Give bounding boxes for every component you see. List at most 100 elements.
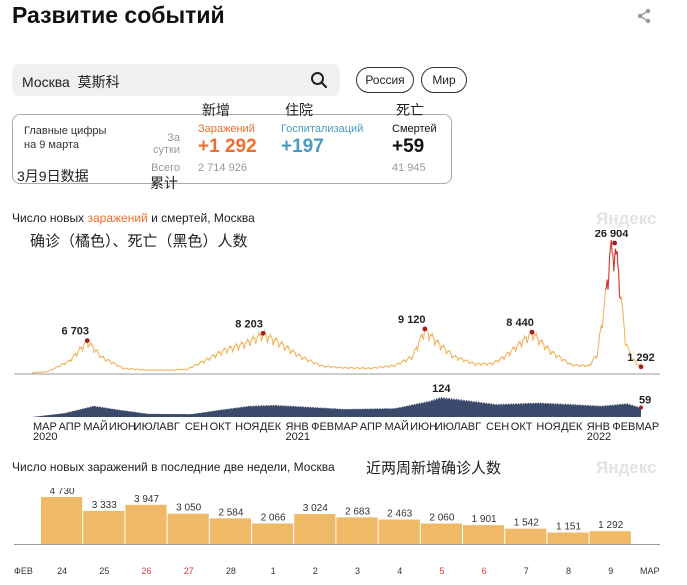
day-tick: 5 (439, 566, 444, 576)
column-note: 死亡 (396, 102, 424, 118)
russia-button[interactable]: Россия (356, 67, 414, 93)
month-tick: НОЯ (536, 421, 560, 433)
bar-value-label: 2 584 (218, 507, 243, 518)
world-button[interactable]: Мир (421, 67, 467, 93)
bar (336, 517, 378, 544)
bar (463, 525, 505, 544)
chart1-note: 确诊（橘色）、死亡（黑色）人数 (30, 233, 248, 250)
bar-value-label: 3 333 (92, 500, 117, 511)
column-note: 新增 (202, 102, 230, 118)
bar (252, 523, 294, 544)
summary-label: Главные цифры на 9 марта (24, 125, 107, 151)
day-tick: 4 (397, 566, 402, 576)
month-tick: ОКТ (511, 421, 533, 433)
month-tick: СЕН (486, 421, 509, 433)
day-tick: 8 (566, 566, 571, 576)
month-tick: ОКТ (210, 421, 232, 433)
bar (294, 513, 336, 544)
bar-value-label: 4 730 (50, 488, 75, 497)
bar-value-label: 3 050 (176, 503, 201, 514)
deaths-peak-label: 124 (432, 383, 451, 395)
peak-value-label: 8 440 (506, 317, 534, 329)
month-start-label: ФЕВ (14, 566, 33, 576)
bar-value-label: 1 151 (556, 522, 581, 533)
bar (589, 531, 631, 544)
search-icon[interactable] (310, 71, 328, 89)
month-tick: ДЕК (260, 421, 282, 433)
peak-marker (422, 326, 428, 332)
year-label: 2021 (286, 431, 310, 442)
month-tick: МАР (33, 421, 57, 433)
total-label: Всего (151, 162, 180, 174)
chart2-note: 近两周新增确诊人数 (366, 460, 502, 477)
share-icon[interactable] (636, 8, 652, 24)
bar (209, 518, 251, 544)
bar (125, 504, 167, 544)
summary-note: 3月9日数据 (17, 168, 89, 184)
deaths-current-label: 59 (639, 394, 651, 406)
day-tick: 26 (141, 566, 151, 576)
month-tick: НОЯ (235, 421, 259, 433)
column-note: 住院 (285, 102, 313, 118)
peak-value-label: 9 120 (398, 314, 426, 326)
column-total: 41 945 (392, 162, 426, 174)
chart1-title: Число новых заражений и смертей, Москва (12, 211, 255, 225)
bar (547, 532, 589, 544)
bar-value-label: 2 463 (387, 509, 412, 520)
bar (41, 497, 83, 544)
year-label: 2020 (33, 431, 57, 442)
month-tick: МАЙ (385, 420, 409, 433)
month-end-label: МАР (640, 566, 660, 576)
bar-value-label: 1 901 (472, 514, 497, 525)
month-tick: АВГ (159, 421, 180, 433)
month-tick: ФЕВ (612, 421, 635, 433)
month-tick: ИЮН (109, 421, 136, 433)
bar (83, 510, 125, 544)
search-input[interactable]: Москва 莫斯科 (22, 74, 120, 90)
day-tick: 25 (99, 566, 109, 576)
cases-line (31, 239, 642, 374)
day-tick: 24 (57, 566, 67, 576)
day-tick: 1 (271, 566, 276, 576)
deaths-area (32, 397, 641, 417)
peak-value-label: 6 703 (62, 326, 90, 338)
column-label: Заражений (198, 123, 255, 135)
month-tick: АПР (360, 421, 382, 433)
day-tick: 9 (608, 566, 613, 576)
month-tick: ФЕВ (311, 421, 334, 433)
day-tick: 7 (524, 566, 529, 576)
period-label: За сутки (153, 132, 180, 156)
search-note: 莫斯科 (77, 74, 120, 90)
month-tick: ДЕК (561, 421, 583, 433)
month-tick: ЯНВ (587, 421, 610, 433)
day-tick: 6 (482, 566, 487, 576)
day-tick: 3 (355, 566, 360, 576)
bar-value-label: 3 024 (303, 503, 328, 514)
day-tick: 27 (184, 566, 194, 576)
month-tick: ИЮН (410, 421, 437, 433)
peak-marker (612, 240, 617, 246)
bar (505, 528, 547, 544)
column-value: +1 292 (198, 136, 257, 157)
deaths-current-marker (639, 405, 643, 410)
month-tick: МАР (334, 421, 358, 433)
month-tick: ЯНВ (286, 421, 309, 433)
page-title: Развитие событий (12, 2, 225, 28)
column-value: +59 (392, 136, 425, 157)
month-tick: МАЙ (83, 420, 107, 433)
month-tick: ИЮЛ (134, 421, 160, 433)
bar-value-label: 1 292 (598, 520, 623, 531)
cases-peak-line (605, 239, 621, 299)
year-label: 2022 (587, 431, 611, 442)
search-box[interactable]: Москва 莫斯科 (12, 64, 340, 96)
current-marker (638, 364, 644, 370)
month-tick: СЕН (185, 421, 208, 433)
bar-value-label: 2 060 (429, 513, 454, 524)
bar-value-label: 2 066 (261, 512, 286, 523)
bar (420, 523, 462, 544)
peak-value-label: 8 203 (235, 318, 263, 330)
month-tick: ИЮЛ (435, 421, 461, 433)
bar (378, 519, 420, 544)
